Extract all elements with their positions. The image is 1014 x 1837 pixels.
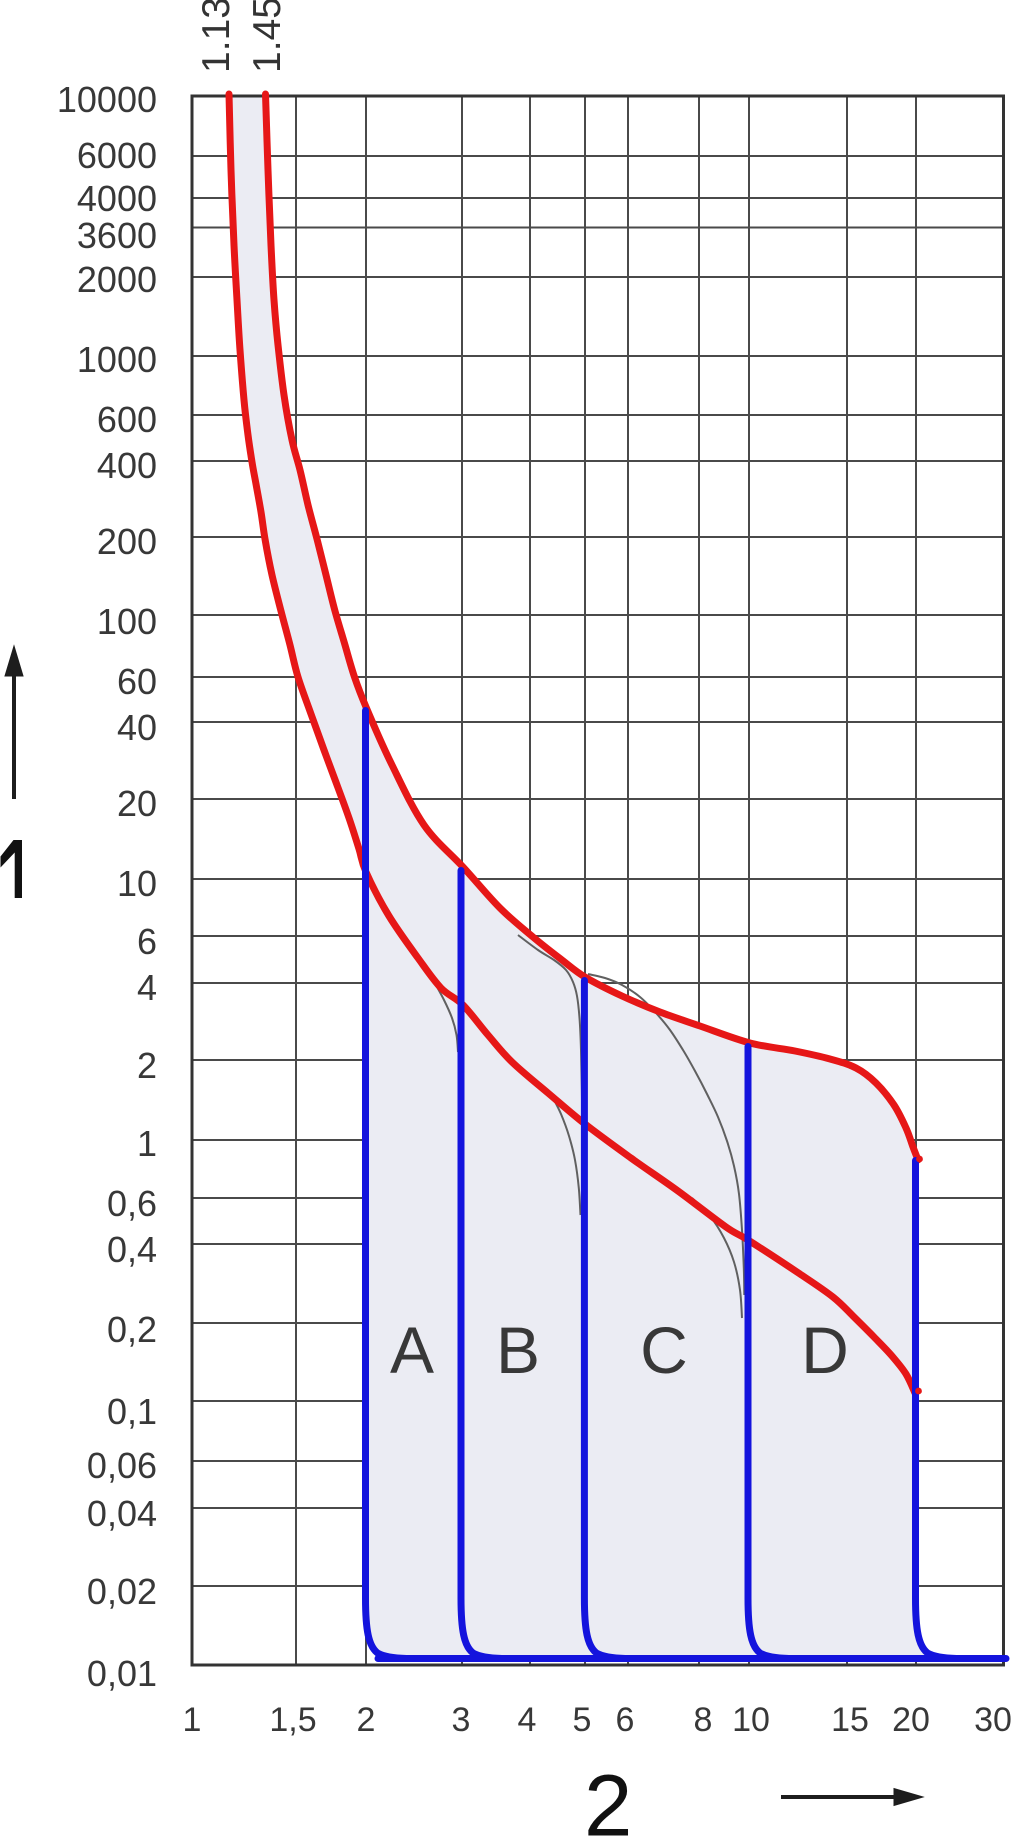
- svg-text:10: 10: [117, 863, 157, 904]
- svg-text:60: 60: [117, 661, 157, 702]
- svg-text:20: 20: [892, 1701, 930, 1739]
- svg-text:2: 2: [357, 1701, 376, 1739]
- svg-text:A: A: [390, 1313, 434, 1387]
- svg-text:0,4: 0,4: [107, 1229, 157, 1270]
- svg-text:8: 8: [694, 1701, 713, 1739]
- svg-text:1000: 1000: [77, 339, 157, 380]
- svg-text:3600: 3600: [77, 215, 157, 256]
- svg-text:3: 3: [452, 1701, 471, 1739]
- svg-text:0,1: 0,1: [107, 1391, 157, 1432]
- svg-text:15: 15: [831, 1701, 869, 1739]
- svg-text:0,04: 0,04: [87, 1493, 157, 1534]
- svg-text:B: B: [496, 1313, 540, 1387]
- svg-text:5: 5: [573, 1701, 592, 1739]
- svg-text:1: 1: [137, 1123, 157, 1164]
- svg-text:1: 1: [183, 1701, 202, 1739]
- svg-text:C: C: [640, 1313, 688, 1387]
- svg-text:2000: 2000: [77, 259, 157, 300]
- svg-text:20: 20: [117, 783, 157, 824]
- svg-text:4: 4: [137, 967, 157, 1008]
- svg-text:0,6: 0,6: [107, 1183, 157, 1224]
- svg-text:600: 600: [97, 399, 157, 440]
- svg-text:6000: 6000: [77, 135, 157, 176]
- svg-text:0,2: 0,2: [107, 1309, 157, 1350]
- svg-text:10: 10: [732, 1701, 770, 1739]
- svg-text:0,06: 0,06: [87, 1445, 157, 1486]
- svg-text:4000: 4000: [77, 178, 157, 219]
- svg-text:0,01: 0,01: [87, 1653, 157, 1694]
- svg-text:2: 2: [584, 1758, 632, 1837]
- svg-text:0,02: 0,02: [87, 1571, 157, 1612]
- svg-text:1,5: 1,5: [269, 1701, 316, 1739]
- svg-text:200: 200: [97, 521, 157, 562]
- svg-text:D: D: [801, 1313, 849, 1387]
- svg-text:1.13: 1.13: [195, 0, 238, 73]
- svg-text:2: 2: [137, 1045, 157, 1086]
- svg-text:30: 30: [974, 1701, 1012, 1739]
- svg-text:6: 6: [616, 1701, 635, 1739]
- svg-text:4: 4: [518, 1701, 537, 1739]
- svg-text:400: 400: [97, 445, 157, 486]
- svg-text:6: 6: [137, 921, 157, 962]
- svg-text:1.45: 1.45: [246, 0, 289, 73]
- svg-text:40: 40: [117, 707, 157, 748]
- svg-text:100: 100: [97, 601, 157, 642]
- svg-text:10000: 10000: [57, 79, 157, 120]
